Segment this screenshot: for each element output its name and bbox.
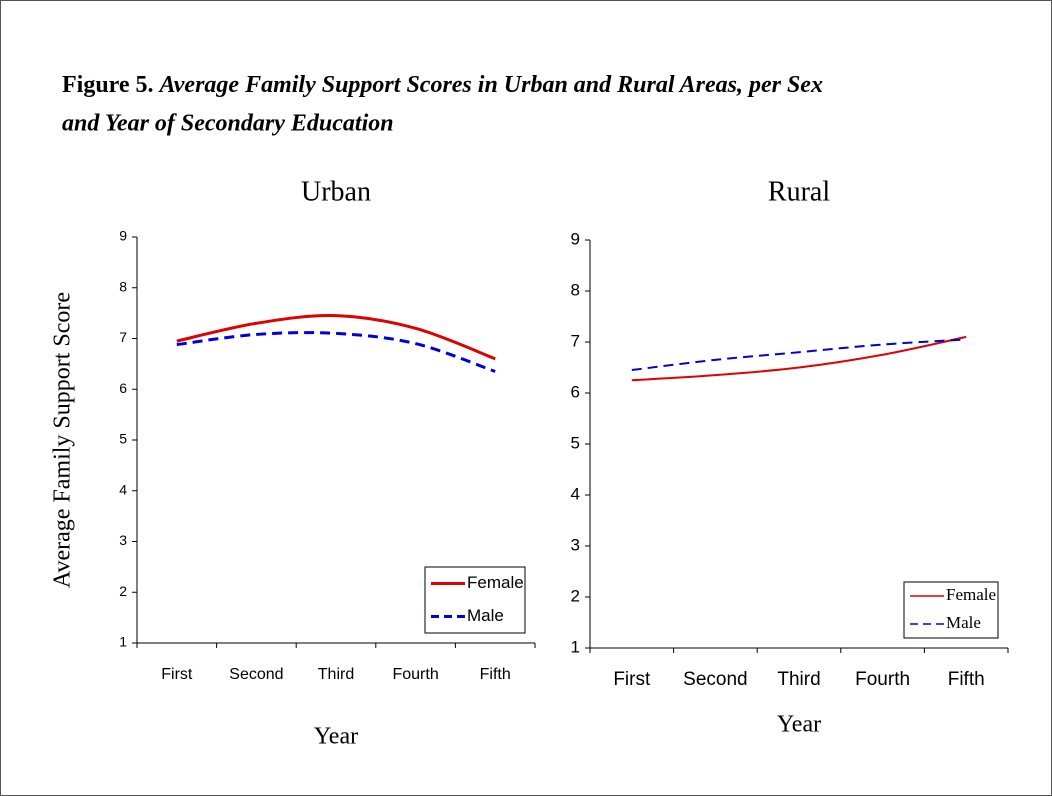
y-tick-label: 3 <box>119 532 127 548</box>
caption-text: and Year of Secondary Education <box>62 111 394 137</box>
y-tick-label: 9 <box>571 229 580 248</box>
y-tick-label: 7 <box>119 329 127 345</box>
y-tick-label: 5 <box>119 431 127 447</box>
chart-title: Rural <box>768 176 830 207</box>
legend-label: Female <box>946 585 996 604</box>
y-tick-label: 1 <box>571 637 580 656</box>
x-tick-label: Fourth <box>855 669 910 690</box>
legend-box <box>903 581 999 639</box>
x-tick-label: Third <box>318 666 354 683</box>
x-tick-label: Fourth <box>392 666 438 683</box>
series-line <box>631 335 967 382</box>
caption-text: Average Family Support Scores in Urban a… <box>158 72 823 98</box>
y-tick-label: 4 <box>571 484 580 503</box>
y-tick-label: 2 <box>119 583 127 599</box>
y-tick-label: 3 <box>571 535 580 554</box>
x-tick-label: Fifth <box>948 669 985 690</box>
series-line <box>631 338 967 372</box>
y-tick-label: 5 <box>571 433 580 452</box>
y-tick-label: 6 <box>571 382 580 401</box>
legend-box <box>424 566 526 634</box>
plot-area <box>590 240 1008 648</box>
figure-label: Figure 5. <box>62 72 154 98</box>
x-axis-label: Year <box>777 712 821 738</box>
legend-label: Female <box>467 573 524 592</box>
legend-label: Male <box>946 613 981 632</box>
x-tick-label: Second <box>229 666 283 683</box>
figure-caption: Figure 5. Average Family Support Scores … <box>62 72 823 98</box>
legend-label: Male <box>467 606 504 625</box>
y-tick-label: 8 <box>571 280 580 299</box>
y-tick-label: 1 <box>119 634 127 650</box>
x-tick-label: First <box>161 666 193 683</box>
x-tick-label: First <box>613 669 651 690</box>
x-tick-label: Fifth <box>480 666 511 683</box>
y-axis-label: Average Family Support Score <box>50 292 76 588</box>
y-tick-label: 7 <box>571 331 580 350</box>
y-tick-label: 6 <box>119 380 127 396</box>
chart-title: Urban <box>301 176 371 207</box>
y-tick-label: 4 <box>119 481 127 497</box>
x-tick-label: Third <box>777 669 820 690</box>
series-line <box>176 331 496 373</box>
y-tick-label: 2 <box>571 586 580 605</box>
y-tick-label: 8 <box>119 278 127 294</box>
series-line <box>176 314 496 361</box>
y-tick-label: 9 <box>119 228 127 244</box>
x-tick-label: Second <box>683 669 747 690</box>
x-axis-label: Year <box>314 724 358 750</box>
